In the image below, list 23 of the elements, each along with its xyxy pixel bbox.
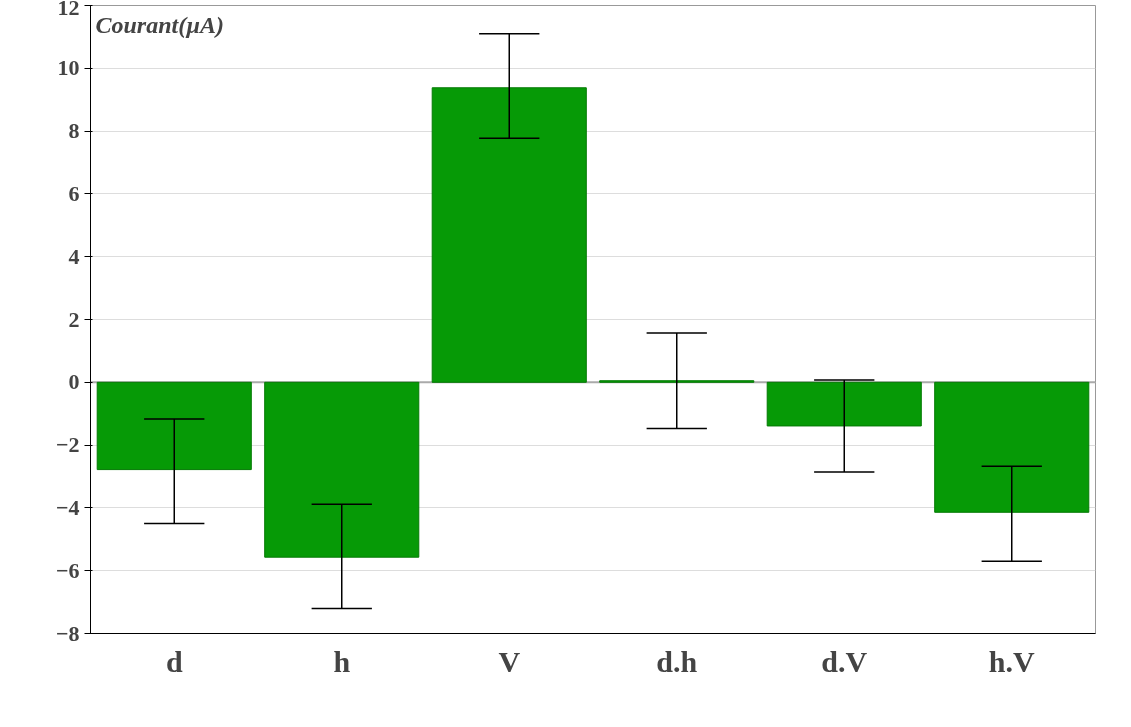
x-tick-label: V [498,644,521,678]
y-tick-label: −4 [55,494,80,520]
y-axis-title: Courant(µA) [95,11,225,38]
y-tick-label: 2 [68,306,80,332]
bar [96,381,252,471]
y-tick-label: 8 [68,118,80,144]
y-tick-label: −6 [55,557,80,583]
x-tick-label: d.V [821,644,868,678]
y-tick-label: 0 [68,369,80,395]
y-tick-label: −2 [55,432,80,458]
y-tick-label: −8 [55,620,80,646]
x-tick-label: h.V [988,644,1036,678]
y-tick-label: 12 [57,0,80,20]
x-tick-label: d.h [656,644,698,678]
bar [264,381,420,558]
x-tick-label: d [165,644,183,678]
bar [766,381,922,427]
y-tick-label: 10 [57,55,80,81]
bar [934,381,1090,513]
x-tick-label: h [333,644,351,678]
y-tick-label: 4 [68,243,80,269]
bar [431,87,587,383]
y-tick-label: 6 [68,180,80,206]
